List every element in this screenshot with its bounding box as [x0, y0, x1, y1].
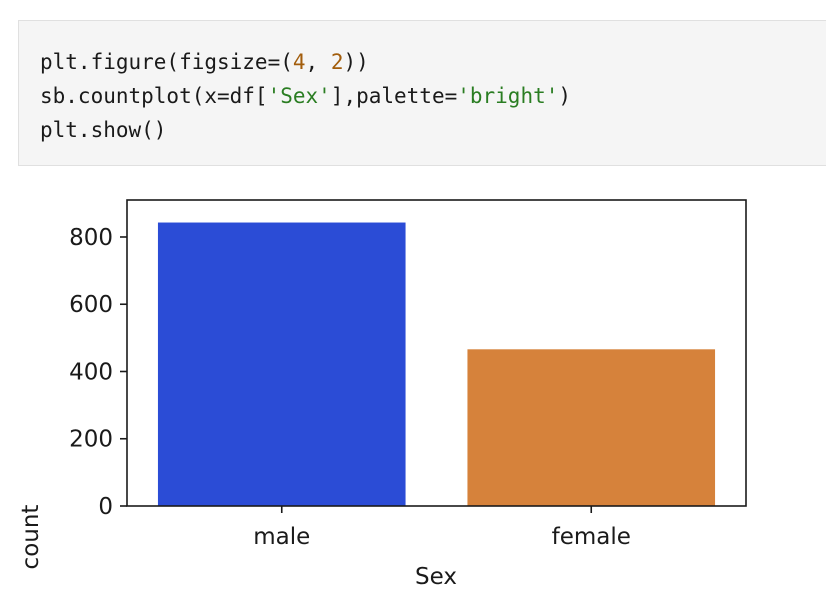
y-tick-label: 200 [69, 427, 113, 453]
code-line: plt.figure(figsize=(4, 2)) [40, 45, 369, 79]
x-tick-label: male [253, 524, 310, 550]
code-string-token: 'bright' [457, 84, 559, 108]
x-ticks-group: male female [253, 506, 631, 550]
plot-frame [126, 199, 747, 507]
y-tick-label: 600 [69, 292, 113, 318]
x-axis-label: Sex [415, 564, 457, 590]
code-number-token: 4 [292, 50, 306, 74]
code-number-token: 2 [330, 50, 344, 74]
code-line: sb.countplot(x=df['Sex'],palette='bright… [40, 79, 571, 113]
bar-male [157, 222, 406, 506]
code-token: plt.figure(figsize=( [40, 50, 293, 74]
code-token: )) [343, 50, 369, 74]
code-token: sb.countplot(x=df[ [40, 84, 268, 108]
code-token: , [305, 50, 331, 74]
bar-female [467, 349, 716, 506]
y-axis-label: count [18, 505, 44, 570]
x-tick-label: female [552, 524, 631, 550]
bar-chart: 0 200 400 600 800 male female count Sex [18, 199, 747, 590]
code-cell[interactable]: plt.figure(figsize=(4, 2)) sb.countplot(x… [18, 20, 826, 166]
y-tick-label: 800 [69, 225, 113, 251]
y-tick-label: 0 [98, 494, 113, 520]
y-tick-label: 400 [69, 359, 113, 385]
bars-group [157, 222, 716, 506]
code-string-token: 'Sex' [267, 84, 331, 108]
code-token: plt.show() [40, 118, 167, 142]
code-token: ],palette= [330, 84, 458, 108]
code-line: plt.show() [40, 113, 166, 147]
code-token: ) [558, 84, 572, 108]
y-ticks-group: 0 200 400 600 800 [69, 225, 127, 520]
